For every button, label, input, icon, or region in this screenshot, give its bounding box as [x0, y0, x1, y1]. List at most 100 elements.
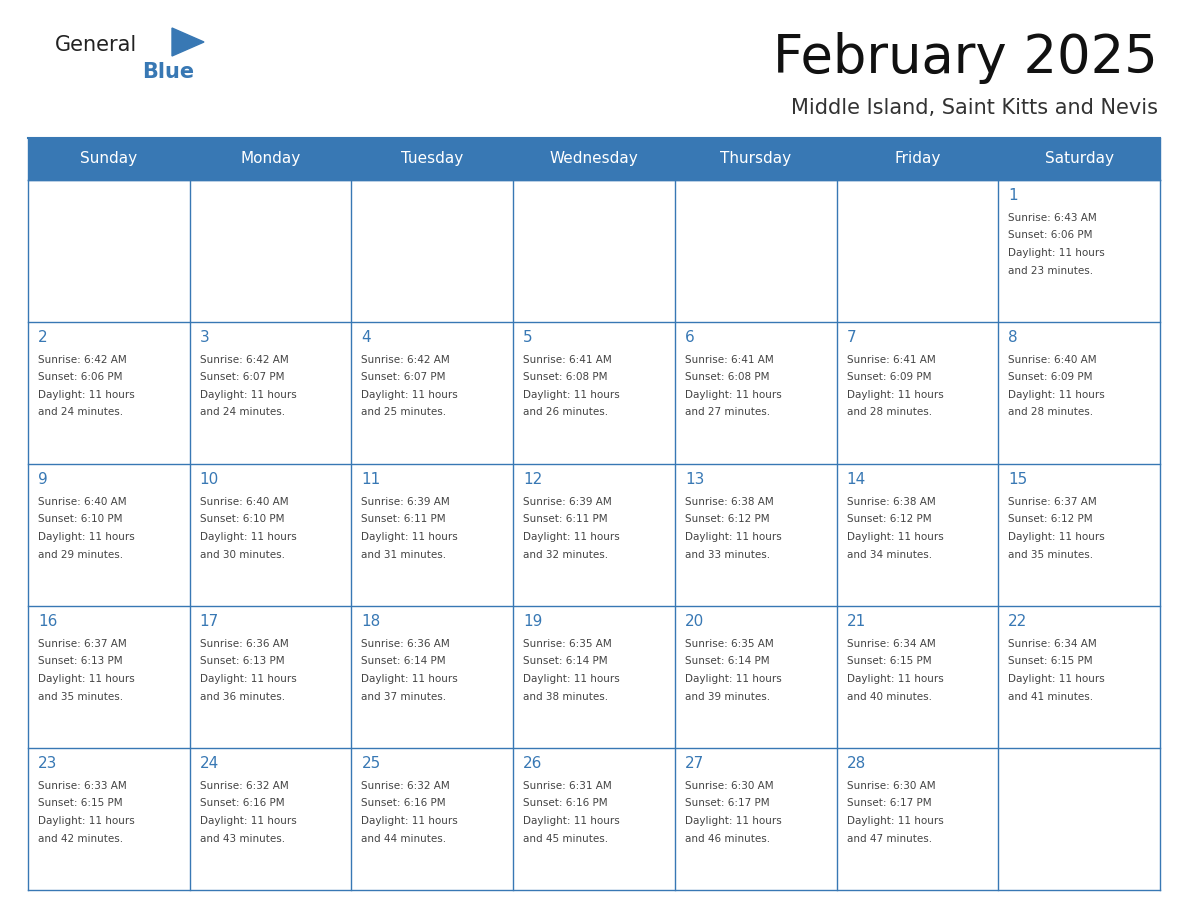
Text: Sunrise: 6:36 AM: Sunrise: 6:36 AM — [200, 639, 289, 649]
Text: and 32 minutes.: and 32 minutes. — [523, 550, 608, 559]
Bar — [29, 748, 190, 890]
Text: and 35 minutes.: and 35 minutes. — [1009, 550, 1093, 559]
Bar — [190, 606, 352, 748]
Text: Blue: Blue — [143, 62, 194, 82]
Text: Daylight: 11 hours: Daylight: 11 hours — [1009, 390, 1105, 400]
Text: Sunset: 6:10 PM: Sunset: 6:10 PM — [200, 514, 284, 524]
Text: and 33 minutes.: and 33 minutes. — [684, 550, 770, 559]
Text: Daylight: 11 hours: Daylight: 11 hours — [684, 390, 782, 400]
Text: Daylight: 11 hours: Daylight: 11 hours — [38, 390, 134, 400]
Bar — [998, 464, 1159, 606]
Text: Sunset: 6:07 PM: Sunset: 6:07 PM — [200, 373, 284, 383]
Text: Sunset: 6:09 PM: Sunset: 6:09 PM — [847, 373, 931, 383]
Text: Middle Island, Saint Kitts and Nevis: Middle Island, Saint Kitts and Nevis — [791, 98, 1158, 118]
Text: Daylight: 11 hours: Daylight: 11 hours — [847, 674, 943, 684]
Text: Daylight: 11 hours: Daylight: 11 hours — [200, 390, 297, 400]
Text: Sunrise: 6:43 AM: Sunrise: 6:43 AM — [1009, 213, 1097, 223]
Text: 21: 21 — [847, 614, 866, 629]
Text: Daylight: 11 hours: Daylight: 11 hours — [523, 674, 620, 684]
Text: 22: 22 — [1009, 614, 1028, 629]
Bar — [190, 464, 352, 606]
Text: Sunrise: 6:39 AM: Sunrise: 6:39 AM — [361, 497, 450, 507]
Text: Daylight: 11 hours: Daylight: 11 hours — [847, 532, 943, 542]
Bar — [998, 748, 1159, 890]
Text: Daylight: 11 hours: Daylight: 11 hours — [361, 816, 459, 826]
Text: Monday: Monday — [240, 151, 301, 166]
Text: 18: 18 — [361, 614, 380, 629]
Text: Sunset: 6:10 PM: Sunset: 6:10 PM — [38, 514, 122, 524]
Text: and 42 minutes.: and 42 minutes. — [38, 834, 124, 844]
Bar — [352, 606, 513, 748]
Text: Sunrise: 6:37 AM: Sunrise: 6:37 AM — [1009, 497, 1097, 507]
Text: Daylight: 11 hours: Daylight: 11 hours — [200, 532, 297, 542]
Text: 9: 9 — [38, 472, 48, 487]
Text: Sunset: 6:15 PM: Sunset: 6:15 PM — [847, 656, 931, 666]
Text: Sunrise: 6:40 AM: Sunrise: 6:40 AM — [1009, 355, 1097, 365]
Bar — [190, 748, 352, 890]
Text: Sunset: 6:11 PM: Sunset: 6:11 PM — [361, 514, 446, 524]
Text: and 28 minutes.: and 28 minutes. — [847, 408, 931, 418]
Bar — [29, 138, 190, 180]
Text: Sunrise: 6:41 AM: Sunrise: 6:41 AM — [684, 355, 773, 365]
Text: Daylight: 11 hours: Daylight: 11 hours — [523, 390, 620, 400]
Text: Sunset: 6:13 PM: Sunset: 6:13 PM — [38, 656, 122, 666]
Bar — [513, 464, 675, 606]
Text: 23: 23 — [38, 756, 57, 771]
Text: Sunset: 6:15 PM: Sunset: 6:15 PM — [1009, 656, 1093, 666]
Text: Sunset: 6:11 PM: Sunset: 6:11 PM — [523, 514, 608, 524]
Text: Sunrise: 6:30 AM: Sunrise: 6:30 AM — [684, 781, 773, 791]
Bar — [513, 322, 675, 464]
Text: General: General — [55, 35, 138, 55]
Bar — [675, 606, 836, 748]
Bar — [836, 138, 998, 180]
Bar — [29, 464, 190, 606]
Text: and 23 minutes.: and 23 minutes. — [1009, 265, 1093, 275]
Text: Sunset: 6:16 PM: Sunset: 6:16 PM — [200, 799, 284, 809]
Bar — [675, 322, 836, 464]
Text: and 26 minutes.: and 26 minutes. — [523, 408, 608, 418]
Text: Daylight: 11 hours: Daylight: 11 hours — [1009, 674, 1105, 684]
Text: Daylight: 11 hours: Daylight: 11 hours — [1009, 532, 1105, 542]
Text: Sunrise: 6:39 AM: Sunrise: 6:39 AM — [523, 497, 612, 507]
Text: 4: 4 — [361, 330, 371, 345]
Text: Daylight: 11 hours: Daylight: 11 hours — [361, 674, 459, 684]
Text: and 24 minutes.: and 24 minutes. — [200, 408, 285, 418]
Bar — [352, 138, 513, 180]
Bar — [190, 180, 352, 322]
Text: Daylight: 11 hours: Daylight: 11 hours — [361, 532, 459, 542]
Text: Sunset: 6:14 PM: Sunset: 6:14 PM — [684, 656, 770, 666]
Text: and 30 minutes.: and 30 minutes. — [200, 550, 285, 559]
Text: and 29 minutes.: and 29 minutes. — [38, 550, 124, 559]
Bar — [675, 138, 836, 180]
Bar — [190, 322, 352, 464]
Text: Sunrise: 6:38 AM: Sunrise: 6:38 AM — [684, 497, 773, 507]
Text: Sunset: 6:12 PM: Sunset: 6:12 PM — [1009, 514, 1093, 524]
Text: Thursday: Thursday — [720, 151, 791, 166]
Text: and 34 minutes.: and 34 minutes. — [847, 550, 931, 559]
Bar — [352, 322, 513, 464]
Text: Sunrise: 6:32 AM: Sunrise: 6:32 AM — [361, 781, 450, 791]
Bar — [190, 138, 352, 180]
Text: 14: 14 — [847, 472, 866, 487]
Text: Sunset: 6:16 PM: Sunset: 6:16 PM — [361, 799, 446, 809]
Text: 8: 8 — [1009, 330, 1018, 345]
Bar — [513, 606, 675, 748]
Text: Daylight: 11 hours: Daylight: 11 hours — [38, 674, 134, 684]
Text: and 47 minutes.: and 47 minutes. — [847, 834, 931, 844]
Text: Sunset: 6:12 PM: Sunset: 6:12 PM — [684, 514, 770, 524]
Text: Sunrise: 6:38 AM: Sunrise: 6:38 AM — [847, 497, 935, 507]
Bar — [998, 606, 1159, 748]
Text: Sunset: 6:08 PM: Sunset: 6:08 PM — [684, 373, 770, 383]
Text: 13: 13 — [684, 472, 704, 487]
Text: and 44 minutes.: and 44 minutes. — [361, 834, 447, 844]
Bar — [29, 322, 190, 464]
Text: Daylight: 11 hours: Daylight: 11 hours — [684, 532, 782, 542]
Bar — [675, 748, 836, 890]
Text: Sunset: 6:15 PM: Sunset: 6:15 PM — [38, 799, 122, 809]
Text: Sunrise: 6:35 AM: Sunrise: 6:35 AM — [684, 639, 773, 649]
Bar — [998, 138, 1159, 180]
Text: Sunset: 6:14 PM: Sunset: 6:14 PM — [361, 656, 446, 666]
Text: 17: 17 — [200, 614, 219, 629]
Bar — [836, 748, 998, 890]
Text: Sunset: 6:14 PM: Sunset: 6:14 PM — [523, 656, 608, 666]
